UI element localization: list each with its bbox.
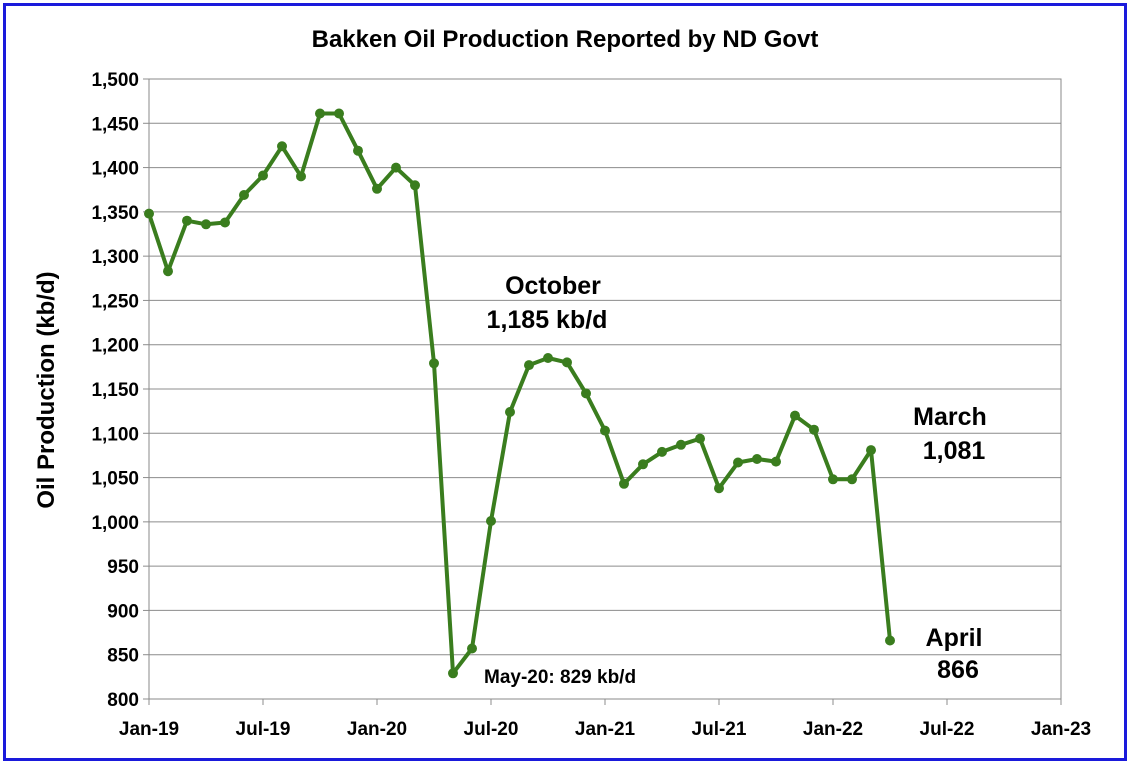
annotation-october-label: October [505,272,601,300]
x-tick-label: Jan-22 [803,719,863,740]
y-axis-label: Oil Production (kb/d) [33,271,60,508]
data-point-dec-20 [581,388,591,399]
data-point-oct-21 [771,456,781,467]
gridlines [149,78,1061,700]
data-point-apr-20 [429,358,439,369]
y-axis-ticks: 800 850 900 950 1,000 1,050 1,100 1,150 1,200 1,2… [91,70,149,711]
chart-title: Bakken Oil Production Reported by ND Gov… [312,26,819,53]
annotation-october-value: 1,185 kb/d [487,306,608,334]
x-tick-label: Jul-19 [236,719,291,740]
data-point-dec-19 [353,145,363,156]
x-tick-label: Jan-19 [119,719,179,740]
data-point-feb-19 [163,266,173,277]
y-tick-label: 1,250 [91,291,139,312]
annotation-april-value: 866 [937,656,979,684]
y-tick-label: 1,100 [91,424,139,445]
y-tick-label: 1,200 [91,336,139,357]
series-points [144,108,895,679]
y-tick-label: 1,150 [91,380,139,401]
data-point-dec-21 [809,424,819,435]
x-tick-label: Jan-20 [347,719,407,740]
data-point-feb-20 [391,162,401,173]
data-point-sep-21 [752,454,762,464]
y-tick-label: 1,350 [91,203,139,224]
data-point-apr-21 [657,446,667,457]
data-point-mar-22 [866,445,876,456]
annotation-april-label: April [926,624,983,652]
y-tick-label: 800 [107,690,139,711]
data-point-may-20 [448,668,458,679]
y-tick-label: 900 [107,601,139,622]
annotation-march-value: 1,081 [923,437,986,465]
data-point-may-19 [220,217,230,228]
annotation-march-label: March [913,403,987,431]
data-point-jul-21 [714,483,724,494]
x-tick-label: Jul-21 [692,719,747,740]
data-point-apr-22 [885,635,895,646]
series-line-oil-production [147,111,892,676]
data-point-mar-20 [410,180,420,191]
data-point-aug-20 [505,407,515,417]
data-point-jul-20 [486,516,496,526]
data-point-sep-19 [296,171,306,182]
y-tick-label: 1,400 [91,159,139,180]
data-point-nov-21 [790,410,800,421]
data-point-apr-19 [201,219,211,230]
data-point-oct-20 [543,353,553,363]
x-tick-label: Jul-22 [920,719,975,740]
y-tick-label: 1,050 [91,469,139,490]
data-point-jan-20 [372,183,382,194]
data-point-aug-19 [277,141,287,152]
data-point-jan-19 [144,208,154,219]
data-point-feb-22 [847,474,857,485]
data-point-jun-20 [467,643,477,654]
y-tick-label: 1,450 [91,114,139,135]
x-tick-label: Jul-20 [464,719,519,740]
y-tick-label: 1,500 [91,70,139,91]
y-tick-label: 950 [107,557,139,578]
annotation-may-20-low: May-20: 829 kb/d [484,667,636,688]
data-point-jun-21 [695,433,705,444]
y-tick-label: 850 [107,646,139,667]
data-point-jul-19 [258,170,268,181]
data-point-mar-19 [182,215,192,226]
chart-frame [3,3,1127,761]
data-point-mar-21 [638,459,648,470]
data-point-feb-21 [619,478,629,489]
data-point-jun-19 [239,190,249,200]
x-tick-label: Jan-21 [575,719,636,740]
y-tick-label: 1,300 [91,247,139,268]
data-point-sep-20 [524,360,534,371]
data-point-nov-19 [334,108,344,119]
data-point-oct-19 [315,108,325,119]
data-point-jan-22 [828,474,838,485]
x-axis-ticks: Jan-19 Jul-19 Jan-20 Jul-20 Jan-21 Jul-21 Jan-… [119,699,1091,740]
data-point-aug-21 [733,457,743,468]
y-tick-label: 1,000 [91,513,139,534]
data-point-may-21 [676,439,686,450]
data-point-nov-20 [562,357,572,368]
data-point-jan-21 [600,425,610,436]
x-tick-label: Jan-23 [1031,719,1091,740]
